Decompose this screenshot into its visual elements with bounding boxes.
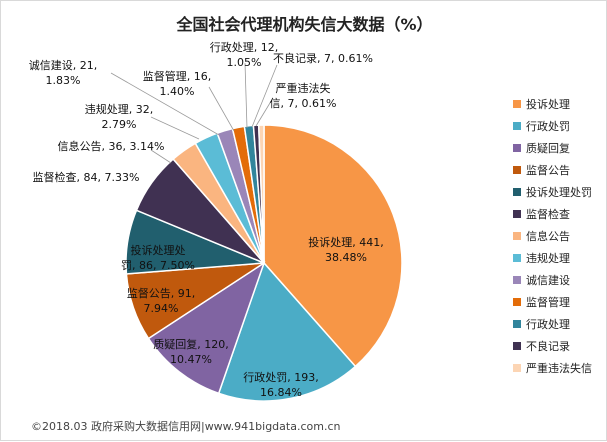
legend-label: 投诉处理处罚 bbox=[526, 186, 592, 199]
data-label-line2-4: 7.94% bbox=[144, 302, 179, 315]
data-label-3: 质疑回复, 120, bbox=[153, 337, 229, 351]
leader-line-11 bbox=[244, 62, 248, 129]
legend-swatch bbox=[513, 166, 521, 174]
legend-item-6: 监督检查 bbox=[513, 203, 605, 225]
legend-item-7: 信息公告 bbox=[513, 225, 605, 247]
leader-line-9 bbox=[110, 72, 220, 136]
data-label-12: 不良记录, 7, 0.61% bbox=[273, 51, 373, 65]
legend-label: 监督公告 bbox=[526, 164, 570, 177]
legend-label: 投诉处理 bbox=[526, 98, 570, 111]
data-label-line2-10: 1.40% bbox=[160, 85, 195, 98]
legend-swatch bbox=[513, 320, 521, 328]
data-label-7: 信息公告, 36, 3.14% bbox=[58, 139, 165, 153]
data-label-line2-3: 10.47% bbox=[170, 353, 212, 366]
legend-item-5: 投诉处理处罚 bbox=[513, 181, 605, 203]
footer-credit: ©2018.03 政府采购大数据信用网|www.941bigdata.com.c… bbox=[31, 420, 341, 433]
data-label-line2-1: 38.48% bbox=[325, 251, 367, 264]
data-label-5: 投诉处理处 bbox=[131, 243, 186, 257]
legend-label: 监督检查 bbox=[526, 208, 570, 221]
legend-swatch bbox=[513, 188, 521, 196]
chart-title: 全国社会代理机构失信大数据（%） bbox=[176, 15, 433, 34]
legend-item-12: 不良记录 bbox=[513, 335, 605, 357]
legend-item-4: 监督公告 bbox=[513, 159, 605, 181]
legend-label: 严重违法失信 bbox=[526, 362, 592, 375]
legend-swatch bbox=[513, 100, 521, 108]
legend-label: 诚信建设 bbox=[526, 274, 570, 287]
pie-slice-3 bbox=[147, 261, 266, 395]
data-label-line2-13: 信, 7, 0.61% bbox=[270, 97, 337, 110]
legend-swatch bbox=[513, 232, 521, 240]
legend-item-8: 违规处理 bbox=[513, 247, 605, 269]
data-label-10: 监督管理, 16, bbox=[143, 69, 212, 83]
pie-slice-2 bbox=[217, 261, 357, 402]
data-label-2: 行政处罚, 193, bbox=[243, 370, 319, 384]
leader-line-13 bbox=[255, 97, 274, 127]
data-label-13: 严重违法失 bbox=[276, 81, 331, 95]
leader-line-7 bbox=[150, 149, 172, 164]
legend-label: 违规处理 bbox=[526, 252, 570, 265]
data-label-9: 诚信建设, 21, bbox=[29, 58, 98, 72]
legend-label: 监督管理 bbox=[526, 296, 570, 309]
data-label-line2-2: 16.84% bbox=[260, 386, 302, 399]
legend-label: 行政处罚 bbox=[526, 120, 570, 133]
legend-swatch bbox=[513, 298, 521, 306]
legend-swatch bbox=[513, 210, 521, 218]
data-label-11: 行政处理, 12, bbox=[210, 40, 279, 54]
legend-label: 行政处理 bbox=[526, 318, 570, 331]
data-label-8: 违规处理, 32, bbox=[85, 102, 154, 116]
legend-label: 信息公告 bbox=[526, 230, 570, 243]
data-label-line2-9: 1.83% bbox=[46, 74, 81, 87]
leader-line-8 bbox=[150, 116, 200, 140]
data-label-4: 监督公告, 91, bbox=[127, 286, 196, 300]
data-label-line2-11: 1.05% bbox=[227, 56, 262, 69]
legend-swatch bbox=[513, 364, 521, 372]
legend-swatch bbox=[513, 342, 521, 350]
legend-swatch bbox=[513, 276, 521, 284]
data-label-1: 投诉处理, 441, bbox=[308, 235, 384, 249]
legend-item-11: 行政处理 bbox=[513, 313, 605, 335]
leader-line-10 bbox=[208, 86, 235, 132]
pie-slice-1 bbox=[263, 124, 403, 368]
legend-label: 不良记录 bbox=[526, 340, 570, 353]
pie-slice-13 bbox=[257, 124, 265, 264]
leader-line-12 bbox=[251, 64, 278, 128]
data-label-line2-8: 2.79% bbox=[102, 118, 137, 131]
data-label-line2-5: 罚, 86, 7.50% bbox=[121, 259, 195, 272]
legend-item-1: 投诉处理 bbox=[513, 93, 605, 115]
legend-item-10: 监督管理 bbox=[513, 291, 605, 313]
legend-swatch bbox=[513, 122, 521, 130]
legend-swatch bbox=[513, 254, 521, 262]
legend-item-9: 诚信建设 bbox=[513, 269, 605, 291]
legend-swatch bbox=[513, 144, 521, 152]
data-label-6: 监督检查, 84, 7.33% bbox=[33, 170, 140, 184]
chart-legend: 投诉处理行政处罚质疑回复监督公告投诉处理处罚 监督检查信息公告违规处理诚信建设监督… bbox=[513, 93, 605, 379]
legend-label: 质疑回复 bbox=[526, 142, 570, 155]
legend-item-3: 质疑回复 bbox=[513, 137, 605, 159]
legend-item-2: 行政处罚 bbox=[513, 115, 605, 137]
legend-item-13: 严重违法失信 bbox=[513, 357, 605, 379]
